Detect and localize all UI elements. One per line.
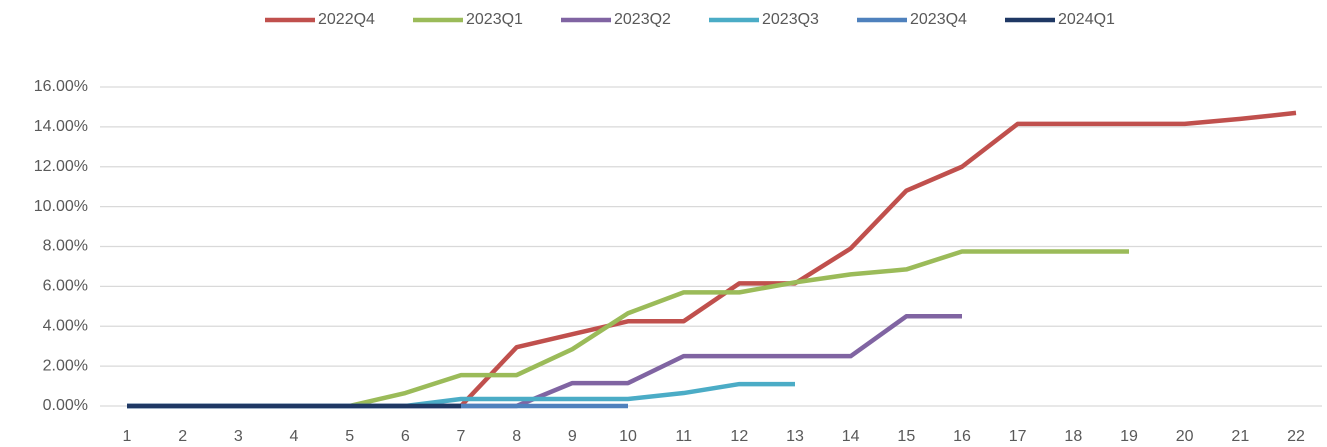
x-tick-label: 18 — [1064, 428, 1082, 445]
x-tick-label: 17 — [1009, 428, 1027, 445]
y-tick-label: 10.00% — [34, 198, 88, 215]
legend-label: 2023Q4 — [910, 11, 967, 28]
x-tick-label: 19 — [1120, 428, 1138, 445]
y-tick-label: 6.00% — [43, 278, 88, 295]
series-line — [127, 381, 795, 409]
x-tick-label: 20 — [1176, 428, 1194, 445]
x-tick-label: 22 — [1287, 428, 1305, 445]
x-tick-label: 1 — [123, 428, 132, 445]
x-tick-label: 8 — [512, 428, 521, 445]
y-tick-label: 4.00% — [43, 317, 88, 334]
y-tick-label: 16.00% — [34, 78, 88, 95]
legend-label: 2024Q1 — [1058, 11, 1115, 28]
legend-label: 2023Q2 — [614, 11, 671, 28]
x-tick-label: 7 — [457, 428, 466, 445]
legend-label: 2023Q1 — [466, 11, 523, 28]
y-tick-label: 12.00% — [34, 158, 88, 175]
legend-label: 2022Q4 — [318, 11, 375, 28]
x-tick-label: 4 — [290, 428, 299, 445]
y-tick-label: 0.00% — [43, 397, 88, 414]
x-tick-label: 11 — [675, 428, 692, 445]
x-tick-label: 9 — [568, 428, 577, 445]
x-tick-label: 12 — [730, 428, 748, 445]
legend-label: 2023Q3 — [762, 11, 819, 28]
x-tick-label: 14 — [842, 428, 860, 445]
y-tick-label: 2.00% — [43, 357, 88, 374]
x-tick-label: 2 — [178, 428, 187, 445]
x-tick-label: 5 — [345, 428, 354, 445]
x-tick-label: 6 — [401, 428, 410, 445]
y-tick-label: 14.00% — [34, 118, 88, 135]
y-tick-label: 8.00% — [43, 238, 88, 255]
series-line — [127, 110, 1297, 409]
x-tick-label: 3 — [234, 428, 243, 445]
x-tick-label: 13 — [786, 428, 804, 445]
x-tick-label: 16 — [953, 428, 971, 445]
x-tick-label: 10 — [619, 428, 637, 445]
x-tick-label: 15 — [897, 428, 915, 445]
x-tick-label: 21 — [1231, 428, 1249, 445]
